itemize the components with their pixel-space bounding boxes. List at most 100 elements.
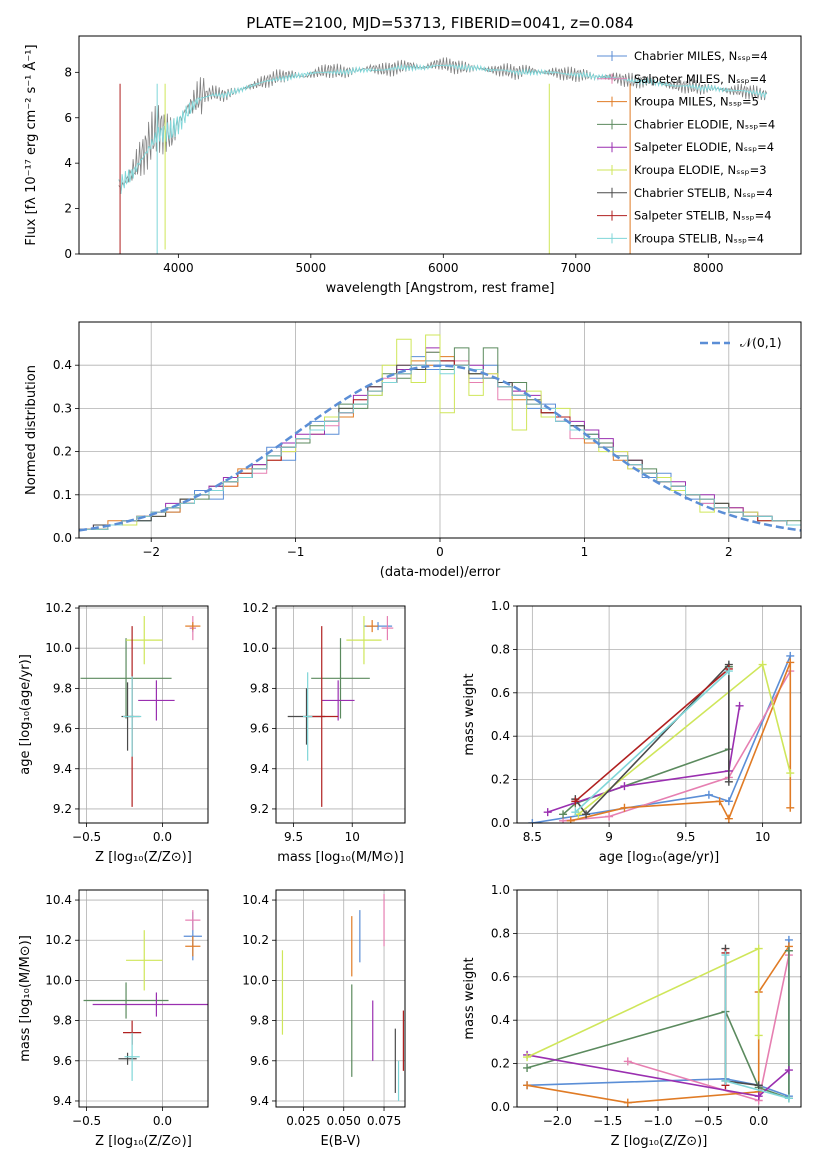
weight-point [543,808,552,817]
y-tick-label: 9.6 [53,1054,72,1068]
weight-line [526,947,760,1058]
weight-point [754,1081,763,1090]
histogram-step [79,360,801,530]
plot-area [118,57,768,254]
y-tick-label: 0.4 [491,729,510,743]
x-axis-label: E(B-V) [320,1134,360,1149]
weight-point [623,1098,632,1107]
y-tick-label: 0.2 [491,1057,510,1071]
legend-label: Chabrier ELODIE, Nₛₛₚ=4 [634,117,775,131]
axes-frame [78,35,802,255]
y-tick-label: 0.4 [491,1013,510,1027]
y-tick-label: 0.1 [53,488,72,502]
axes-frame [275,889,406,1108]
y-tick-label: 1.0 [491,599,510,613]
weight-point [571,808,580,817]
y-axis-label: Normed distribution [24,365,39,495]
weight-point [786,769,795,778]
spectrum-model-line [118,63,768,194]
y-tick-label: 0.8 [491,926,510,940]
plot-area [79,322,801,538]
weight-point [704,790,713,799]
ticks: 8.5 9 9.5 10 0.0 0.2 0.4 0.6 0.8 1.0 [491,599,770,844]
x-tick-label: 6000 [428,261,459,275]
y-tick-label: 10.0 [45,973,72,987]
weight-point [623,1057,632,1066]
x-tick-label: 0 [436,545,444,559]
y-tick-label: 9.6 [53,722,72,736]
legend-label: Salpeter ELODIE, Nₛₛₚ=4 [634,140,774,154]
plot-area [276,890,405,1107]
plot-area [79,890,208,1107]
ticks: 9.5 10 9.2 9.4 9.6 9.8 10.0 10.2 [242,601,360,844]
y-tick-label: 10.0 [242,641,269,655]
weight-point [582,810,591,819]
y-tick-label: 9.4 [53,762,72,776]
x-tick-label: 5000 [296,261,327,275]
ticks: 4000 5000 6000 7000 8000 0 2 4 6 8 [64,65,723,275]
x-tick-label: 4000 [163,261,194,275]
y-axis-label: mass weight [462,957,477,1039]
panel-age-vs-Z: −0.5 0.0 9.2 9.4 9.6 9.8 10.0 10.2 Z [log₁₀(Z/Z⊙… [18,601,209,865]
plot-area [517,890,801,1107]
plot-area [79,606,208,823]
x-tick-label: 0.075 [367,1114,401,1128]
x-tick-label: −2.0 [543,1114,572,1128]
y-tick-label: 0.3 [53,401,72,415]
ticks: −2.0 −1.5 −1.0 −0.5 0.0 0.0 0.2 0.4 0.6 0.8 1.0 [491,883,768,1128]
chart-title: PLATE=2100, MJD=53713, FIBERID=0041, z=0… [246,14,633,32]
y-tick-label: 9.4 [250,762,269,776]
x-tick-label: 1 [581,545,589,559]
y-tick-label: 0.6 [491,970,510,984]
legend-label: 𝒩(0,1) [740,335,782,350]
y-tick-label: 10.2 [242,601,269,615]
weight-point [571,797,580,806]
x-tick-label: −0.5 [72,830,101,844]
x-tick-label: 9 [605,830,613,844]
x-axis-label: (data-model)/error [380,565,501,580]
y-tick-label: 9.8 [250,1014,269,1028]
x-tick-label: 0.050 [327,1114,361,1128]
y-tick-label: 0.2 [491,773,510,787]
y-axis-label: mass [log₁₀(M/M⊙)] [18,935,33,1062]
panel-mass-vs-Z: −0.5 0.0 9.4 9.6 9.8 10.0 10.2 10.4 Z [log₁₀(Z/Z… [18,889,209,1149]
weight-point [784,946,793,955]
x-axis-label: Z [log₁₀(Z/Z⊙)] [95,1134,192,1149]
weight-point [784,1066,793,1075]
y-tick-label: 9.8 [53,1014,72,1028]
weight-point [620,782,629,791]
weight-line [547,705,741,813]
y-tick-label: 6 [64,111,72,125]
x-tick-label: 7000 [561,261,592,275]
legend-label: Salpeter MILES, Nₛₛₚ=4 [634,72,767,86]
weight-point [758,660,767,669]
weight-point [724,667,733,676]
weight-line [574,670,730,813]
weight-point [786,658,795,667]
axes-frame [78,605,209,824]
gaussian-curve [79,364,801,532]
plot-area [276,606,405,823]
weight-point [724,814,733,823]
x-tick-label: 0.0 [749,1114,768,1128]
panel-age-vs-mass: 9.5 10 9.2 9.4 9.6 9.8 10.0 10.2 mass [log₁₀(M/M… [242,601,406,865]
x-axis-label: age [log₁₀(age/yr)] [599,850,720,865]
y-tick-label: 9.4 [250,1094,269,1108]
legend-label: Chabrier STELIB, Nₛₛₚ=4 [634,186,773,200]
weight-point [754,944,763,953]
legend-label: Kroupa STELIB, Nₛₛₚ=4 [634,231,764,245]
y-tick-label: 1.0 [491,883,510,897]
plot-area [517,606,801,823]
axes-frame [516,605,802,824]
weight-point [715,797,724,806]
y-tick-label: 8 [64,65,72,79]
weight-point [724,777,733,786]
y-tick-label: 9.4 [53,1094,72,1108]
y-tick-label: 9.6 [250,1054,269,1068]
y-tick-label: 0.0 [491,816,510,830]
weight-point [721,1076,730,1085]
y-tick-label: 10.0 [45,641,72,655]
ticks: −0.5 0.0 9.4 9.6 9.8 10.0 10.2 10.4 [45,893,172,1128]
weight-point [735,701,744,710]
